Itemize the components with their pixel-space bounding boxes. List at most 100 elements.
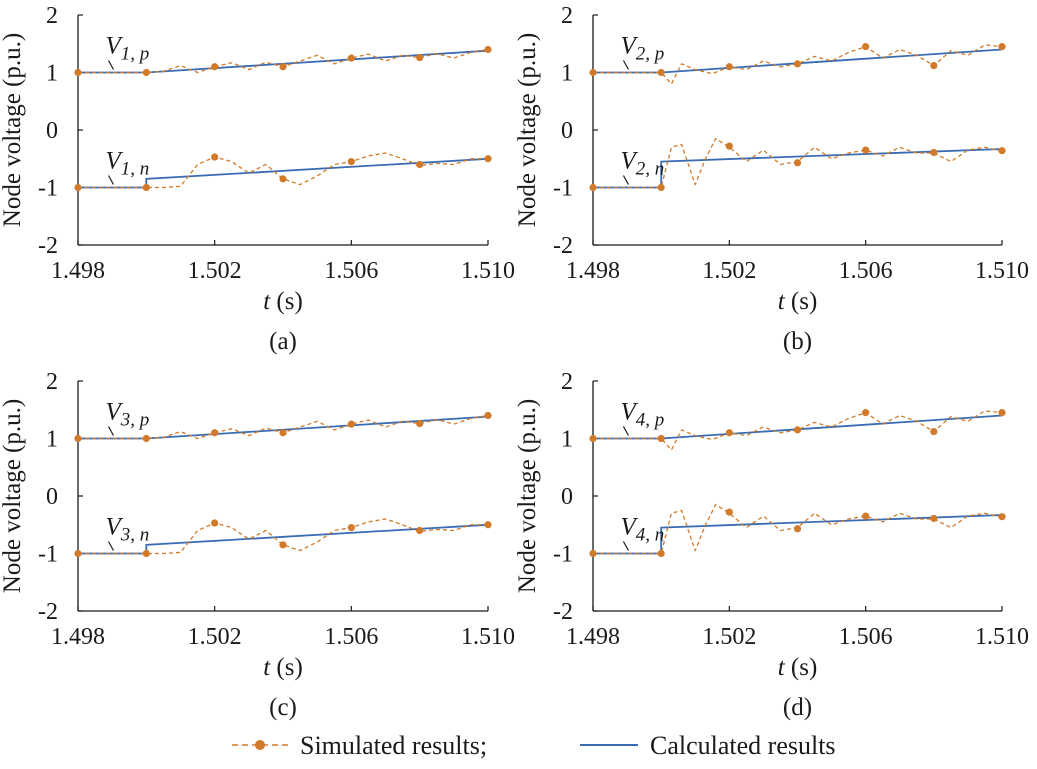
- simulated-point: [347, 54, 355, 62]
- simulated-point: [725, 508, 733, 516]
- simulated-series-line: [78, 414, 489, 440]
- simulated-point: [930, 428, 938, 436]
- simulated-point: [657, 68, 665, 77]
- x-tick-label: 1.498: [566, 624, 620, 650]
- simulated-point: [142, 183, 150, 192]
- simulated-point: [416, 526, 424, 535]
- simulated-point: [930, 148, 938, 157]
- y-tick-label: -2: [38, 599, 58, 625]
- simulated-point: [930, 62, 938, 70]
- simulated-series-line: [593, 410, 1003, 451]
- simulated-point: [484, 411, 492, 420]
- annotation-leader: [622, 541, 629, 551]
- y-tick-label: 2: [46, 369, 58, 395]
- simulated-point: [74, 68, 82, 77]
- x-tick-label: 1.510: [975, 258, 1029, 284]
- y-tick-label: 2: [561, 369, 573, 395]
- chart-panel-4: 2 1 0 -1 -21.498 1.502 1.506 1.510 Node voltage …: [514, 369, 1029, 721]
- voltage-annotation: V4, p: [620, 399, 664, 431]
- simulated-point: [998, 409, 1006, 417]
- annotation-leader: [107, 541, 115, 551]
- simulated-point: [725, 63, 733, 71]
- simulated-point: [74, 549, 82, 558]
- calculated-series-line: [593, 514, 1003, 555]
- simulated-point: [793, 60, 802, 68]
- x-tick-label: 1.510: [975, 624, 1029, 650]
- legend-calculated-label: Calculated results: [650, 731, 836, 760]
- simulated-point: [347, 158, 355, 166]
- calculated-series-line: [593, 148, 1003, 189]
- simulated-point: [279, 541, 287, 549]
- simulated-point: [725, 142, 733, 150]
- y-tick-label: -2: [553, 233, 573, 259]
- annotation-leader: [622, 175, 629, 185]
- simulated-point: [657, 434, 665, 443]
- x-tick-label: 1.510: [461, 624, 515, 650]
- x-tick-label: 1.502: [188, 258, 242, 284]
- simulated-point: [862, 146, 870, 154]
- simulated-point: [589, 549, 597, 558]
- simulated-point: [279, 63, 287, 71]
- annotation-leader: [622, 426, 629, 436]
- y-tick-label: -2: [38, 233, 58, 259]
- voltage-annotation: V2, p: [620, 33, 664, 65]
- panel-label: (c): [269, 694, 297, 721]
- calculated-series-line: [78, 523, 489, 555]
- annotation-leader: [107, 175, 115, 185]
- simulated-point: [793, 426, 802, 434]
- y-tick-label: -2: [553, 599, 573, 625]
- chart-panel-3: 2 1 0 -1 -21.498 1.502 1.506 1.510 Node voltage …: [0, 369, 515, 721]
- x-tick-label: 1.502: [702, 258, 756, 284]
- y-axis-label: Node voltage (p.u.): [514, 399, 541, 593]
- simulated-point: [279, 429, 287, 437]
- chart-panel-1: 2 1 0 -1 -21.498 1.502 1.506 1.510 Node voltage …: [0, 3, 515, 355]
- x-tick-label: 1.506: [839, 258, 893, 284]
- voltage-annotation: V3, p: [106, 399, 150, 431]
- x-axis-label: t (s): [263, 288, 303, 315]
- y-axis-label: Node voltage (p.u.): [514, 33, 541, 227]
- simulated-point: [211, 153, 219, 161]
- simulated-point: [657, 549, 665, 558]
- voltage-annotation: V1, n: [106, 148, 150, 180]
- y-tick-label: 0: [561, 118, 573, 144]
- x-tick-label: 1.510: [461, 258, 515, 284]
- simulated-point: [484, 521, 492, 529]
- y-tick-label: 0: [46, 484, 58, 510]
- chart-panel-2: 2 1 0 -1 -21.498 1.502 1.506 1.510 Node voltage …: [514, 3, 1029, 355]
- y-tick-label: -1: [553, 542, 573, 568]
- simulated-point: [998, 147, 1006, 155]
- y-tick-label: 1: [46, 427, 58, 453]
- y-axis-label: Node voltage (p.u.): [0, 399, 26, 593]
- simulated-point: [862, 409, 870, 417]
- simulated-point: [142, 434, 150, 443]
- x-axis-label: t (s): [263, 654, 303, 681]
- x-tick-label: 1.502: [188, 624, 242, 650]
- x-tick-label: 1.506: [324, 624, 378, 650]
- simulated-point: [211, 63, 219, 71]
- simulated-point: [74, 183, 82, 192]
- simulated-series-line: [593, 44, 1003, 85]
- x-axis-label: t (s): [778, 288, 818, 315]
- simulated-point: [793, 525, 802, 533]
- simulated-point: [862, 43, 870, 51]
- simulated-point: [793, 159, 802, 167]
- y-tick-label: -1: [553, 176, 573, 202]
- panel-label: (b): [783, 328, 812, 355]
- simulated-point: [211, 519, 219, 527]
- legend-simulated-label: Simulated results;: [300, 731, 487, 760]
- voltage-annotation: V2, n: [620, 148, 664, 180]
- y-tick-label: 1: [561, 427, 573, 453]
- x-tick-label: 1.506: [324, 258, 378, 284]
- panel-label: (d): [783, 694, 812, 721]
- x-axis-label: t (s): [778, 654, 818, 681]
- y-tick-label: 1: [46, 61, 58, 87]
- y-tick-label: 0: [561, 484, 573, 510]
- annotation-leader: [107, 60, 115, 70]
- panel-label: (a): [269, 328, 297, 355]
- simulated-point: [998, 43, 1006, 51]
- voltage-annotation: V1, p: [106, 33, 150, 65]
- simulated-point: [416, 419, 424, 428]
- y-tick-label: -1: [38, 542, 58, 568]
- simulated-point: [725, 429, 733, 437]
